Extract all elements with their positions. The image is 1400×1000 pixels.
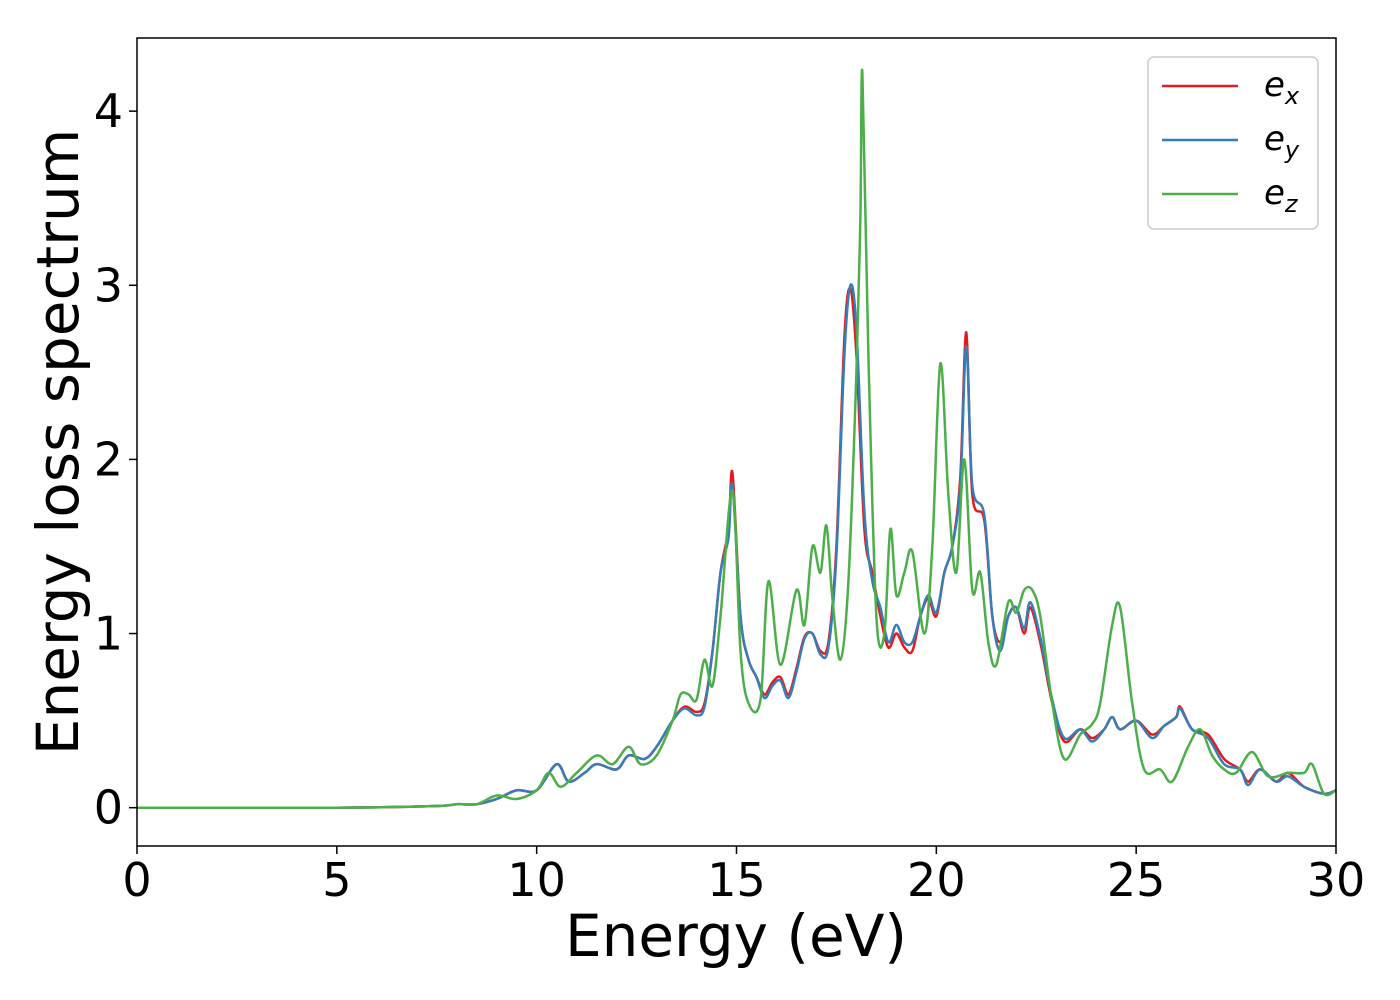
y-tick-label: 1 (94, 607, 123, 661)
ticks-layer: 0 5 10 15 20 25 30 0 1 2 3 4 (94, 84, 1366, 907)
x-tick-label: 30 (1307, 853, 1366, 907)
x-tick-label: 5 (322, 853, 351, 907)
x-tick-label: 20 (907, 853, 966, 907)
legend-label-y: ey (1264, 119, 1300, 164)
legend-box (1147, 56, 1319, 230)
legend-label-z: ez (1264, 173, 1299, 218)
y-axis-title: Energy loss spectrum (24, 129, 92, 755)
y-tick-label: 2 (94, 432, 123, 486)
x-tick-label: 25 (1107, 853, 1166, 907)
x-tick-label: 15 (707, 853, 766, 907)
x-tick-label: 10 (507, 853, 566, 907)
x-axis-title: Energy (eV) (565, 902, 907, 970)
legend: ex ey ez (1147, 56, 1319, 230)
series-line-z (136, 68, 1337, 810)
legend-label-x: ex (1264, 65, 1300, 110)
y-tick-label: 0 (94, 781, 123, 835)
y-tick-label: 4 (94, 84, 123, 138)
series-layer (136, 68, 1337, 810)
x-tick-label: 0 (122, 853, 151, 907)
y-tick-label: 3 (94, 258, 123, 312)
